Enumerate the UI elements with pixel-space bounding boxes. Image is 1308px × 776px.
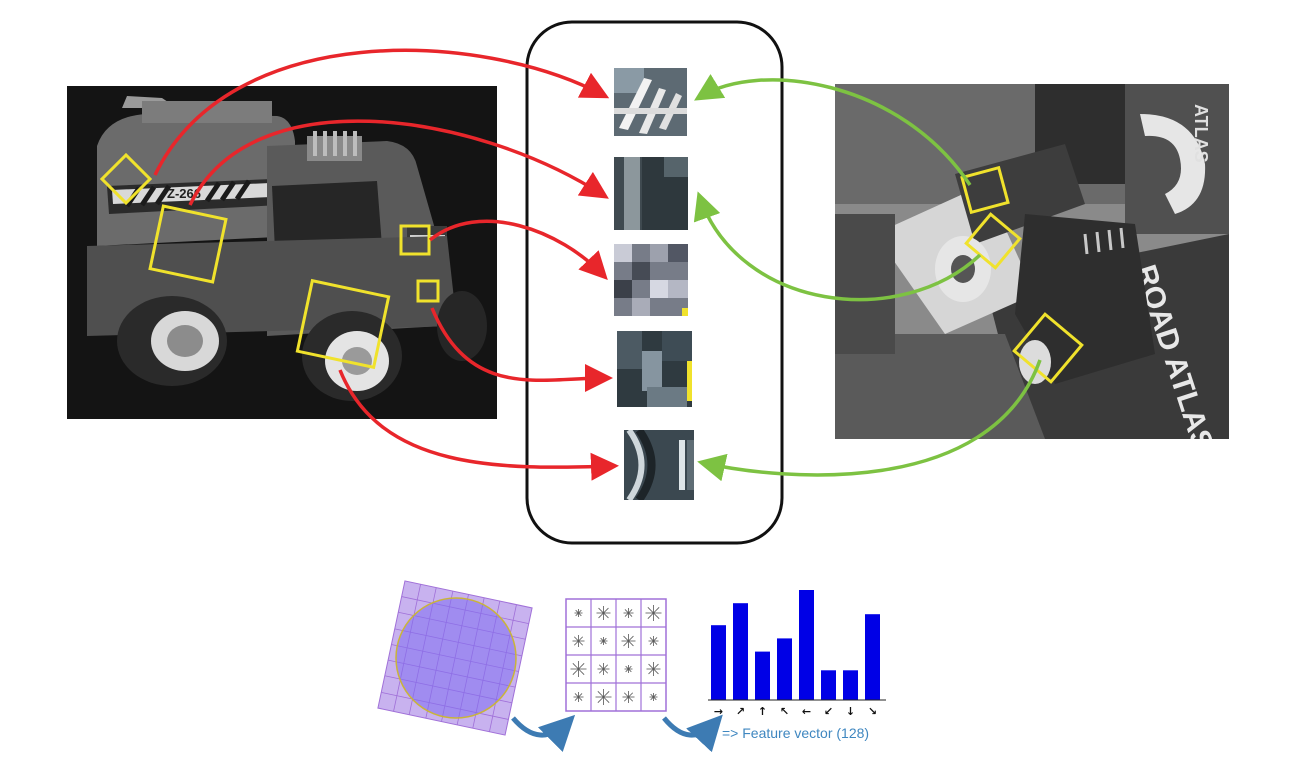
- orientation-star-icon: [649, 693, 658, 701]
- patch-container: [525, 20, 784, 545]
- direction-arrow-icon: ↖: [780, 705, 789, 718]
- keypoint-box: [295, 278, 391, 370]
- keypoint-box: [1012, 312, 1084, 384]
- keypoint-box: [399, 224, 431, 256]
- orientation-star-icon: [621, 634, 636, 648]
- match-arrow: [188, 119, 609, 206]
- descriptor-grid-4x4: [565, 598, 667, 712]
- orientation-star-icon: [596, 606, 611, 620]
- histogram-bar: [755, 651, 770, 700]
- direction-arrow-icon: ↗: [736, 705, 745, 718]
- mug-text: ATLAS: [1191, 104, 1211, 163]
- match-arrow: [430, 307, 613, 393]
- histogram-bar: [799, 590, 814, 700]
- orientation-star-icon: [570, 661, 587, 677]
- keypoint-box: [148, 204, 228, 284]
- match-arrow: [428, 219, 608, 281]
- descriptor-patch-1: [614, 68, 687, 136]
- direction-arrow-icon: ↑: [758, 705, 767, 718]
- orientation-star-icon: [572, 635, 585, 647]
- orientation-star-icon: [574, 609, 583, 617]
- right-keypoint-boxes: [960, 165, 1084, 384]
- direction-arrow-icon: →: [714, 705, 723, 718]
- left-keypoint-boxes: [99, 152, 440, 370]
- curved-arrow-icon: [511, 714, 576, 753]
- descriptor-patch-3: [614, 244, 688, 316]
- histogram-bar: [821, 670, 836, 700]
- histogram-bar: [865, 614, 880, 700]
- feature-vector-caption: => Feature vector (128): [722, 725, 870, 741]
- orientation-star-icon: [573, 692, 584, 702]
- direction-arrow-icon: ↙: [824, 705, 833, 718]
- direction-arrow-icon: ←: [802, 705, 811, 718]
- descriptor-patch-5: [624, 430, 694, 500]
- descriptor-patch-2: [614, 157, 688, 230]
- orientation-star-icon: [623, 608, 634, 618]
- orientation-star-icon: [599, 637, 608, 645]
- orientation-star-icon: [624, 665, 633, 673]
- right-match-arrows: [693, 74, 1042, 482]
- descriptor-patch-4: [617, 331, 692, 407]
- orientation-star-icon: [622, 691, 635, 703]
- keypoint-box: [960, 165, 1010, 215]
- direction-arrow-icon: ↓: [846, 705, 855, 718]
- histogram-bar: [711, 625, 726, 700]
- orientation-star-icon: [646, 662, 661, 676]
- match-arrow: [693, 191, 982, 302]
- orientation-star-icon: [597, 663, 610, 675]
- orientation-star-icon: [648, 636, 659, 646]
- match-arrow: [694, 74, 972, 186]
- histogram-bar: [777, 638, 792, 700]
- orientation-histogram: → ↗ ↑ ↖ ← ↙ ↓ ↘: [711, 590, 880, 718]
- histogram-bar: [843, 670, 858, 700]
- match-arrow: [697, 359, 1042, 482]
- direction-arrow-icon: ↘: [868, 705, 877, 718]
- match-arrow: [338, 369, 619, 481]
- keypoint-box: [964, 212, 1022, 270]
- match-arrow: [153, 48, 610, 176]
- curved-arrow-icon: [662, 714, 723, 753]
- keypoint-box: [99, 152, 153, 206]
- orientation-star-icon: [645, 605, 662, 621]
- histogram-bar: [733, 603, 748, 700]
- keypoint-box: [416, 279, 440, 303]
- rotated-grid-with-circle: [377, 580, 533, 736]
- left-match-arrows: [153, 48, 619, 481]
- orientation-star-icon: [595, 689, 612, 705]
